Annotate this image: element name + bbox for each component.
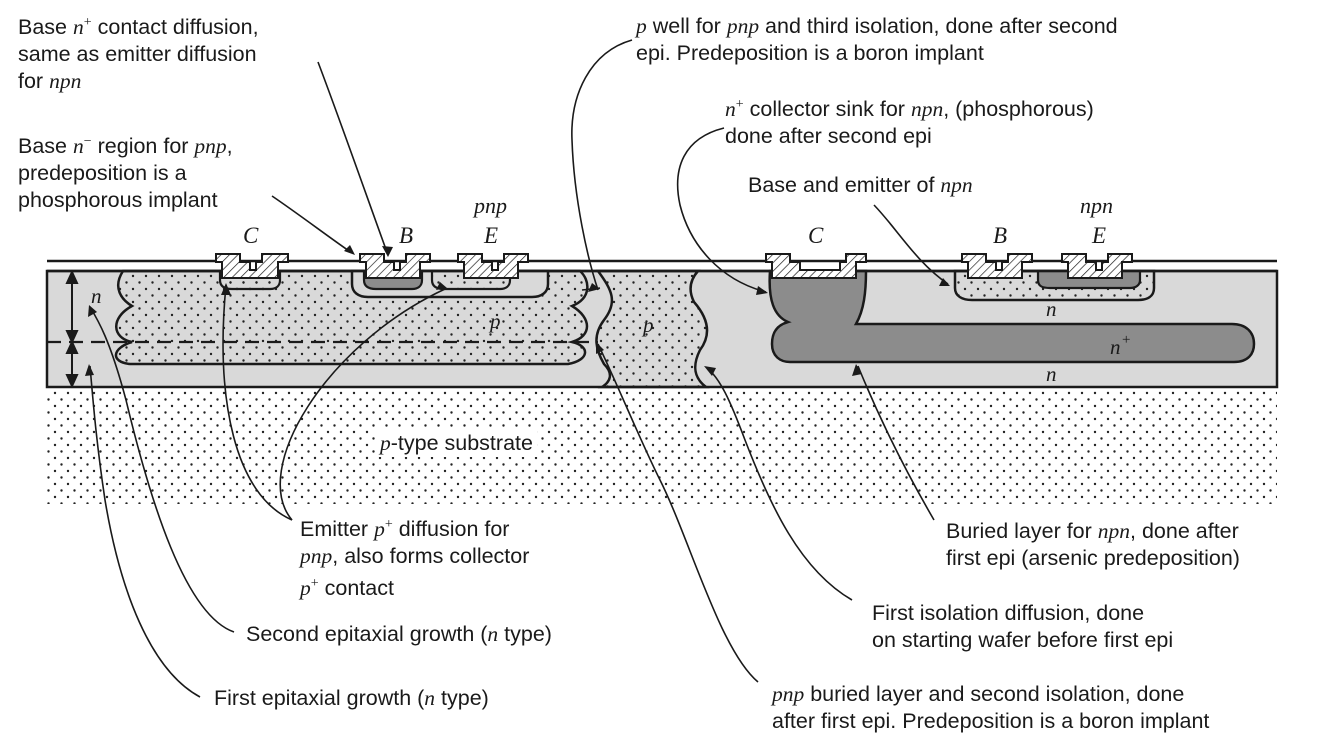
label-first-isolation: First isolation diffusion, done on start… xyxy=(872,601,1174,652)
n-epi-left-label: n xyxy=(91,284,102,308)
npn-emitter-contact xyxy=(1061,253,1133,279)
leader-second-epi xyxy=(89,306,235,633)
label-p-type-substrate: p-type substrate xyxy=(376,430,537,457)
pnp-emitter-letter: E xyxy=(483,223,498,248)
n-plus-buried-sup: + xyxy=(1122,332,1130,348)
epi-thickness-arrows xyxy=(65,269,79,389)
leader-npn-base-emitter xyxy=(873,204,949,285)
leader-emitter-c xyxy=(222,284,293,521)
leader-collector-sink xyxy=(676,127,767,293)
label-buried-layer-npn: Buried layer for npn, done after first e… xyxy=(946,519,1240,570)
npn-emitter-letter: E xyxy=(1091,223,1106,248)
pnp-emitter-contact xyxy=(457,253,529,279)
npn-base-letter: B xyxy=(993,223,1007,248)
pnp-collector-contact xyxy=(215,253,289,279)
p-substrate xyxy=(47,386,1277,504)
label-emitter-p-plus: Emitter p+ diffusion for pnp, also forms… xyxy=(300,517,530,600)
pnp-collector-letter: C xyxy=(243,223,259,248)
leader-buried-npn xyxy=(857,365,935,521)
pnp-base-contact xyxy=(359,253,431,279)
pnp-base-letter: B xyxy=(399,223,413,248)
p-well-isolation xyxy=(595,269,710,389)
leader-p-well xyxy=(571,39,633,291)
leader-base-contact xyxy=(317,61,389,256)
pnp-transistor-label: pnp xyxy=(472,193,507,218)
label-base-contact-diffusion: Base n+ contact diffusion, same as emitt… xyxy=(18,15,259,93)
n-npn-bottom-label: n xyxy=(1046,362,1057,386)
label-pnp-buried-layer: pnp buried layer and second isolation, d… xyxy=(772,682,1210,733)
npn-collector-contact xyxy=(765,253,867,279)
n-npn-base-label: n xyxy=(1046,297,1057,321)
leader-emitter-e xyxy=(279,288,446,521)
npn-buried-layer xyxy=(768,269,1256,364)
label-npn-base-emitter: Base and emitter of npn xyxy=(748,173,973,197)
leader-first-isolation xyxy=(705,366,853,601)
leader-first-epi xyxy=(89,365,201,698)
label-first-epi: First epitaxial growth (n type) xyxy=(214,686,489,710)
npn-transistor-label: npn xyxy=(1080,193,1113,218)
leader-arrowheads xyxy=(85,245,950,376)
leader-pnp-buried xyxy=(597,343,759,683)
n-plus-buried-label: n xyxy=(1110,335,1121,359)
npn-collector-letter: C xyxy=(808,223,824,248)
label-collector-sink: n+ collector sink for npn, (phosphorous)… xyxy=(725,97,1094,148)
label-second-epi: Second epitaxial growth (n type) xyxy=(246,622,552,646)
p-pnp-label: p xyxy=(488,309,501,333)
p-well-label: p xyxy=(641,313,654,337)
label-base-region-pnp: Base n− region for pnp, predeposition is… xyxy=(18,134,233,212)
label-p-well: p well for pnp and third isolation, done… xyxy=(636,14,1118,65)
leader-base-region xyxy=(271,195,353,254)
npn-base-contact xyxy=(961,253,1033,279)
leader-lines xyxy=(89,39,949,698)
